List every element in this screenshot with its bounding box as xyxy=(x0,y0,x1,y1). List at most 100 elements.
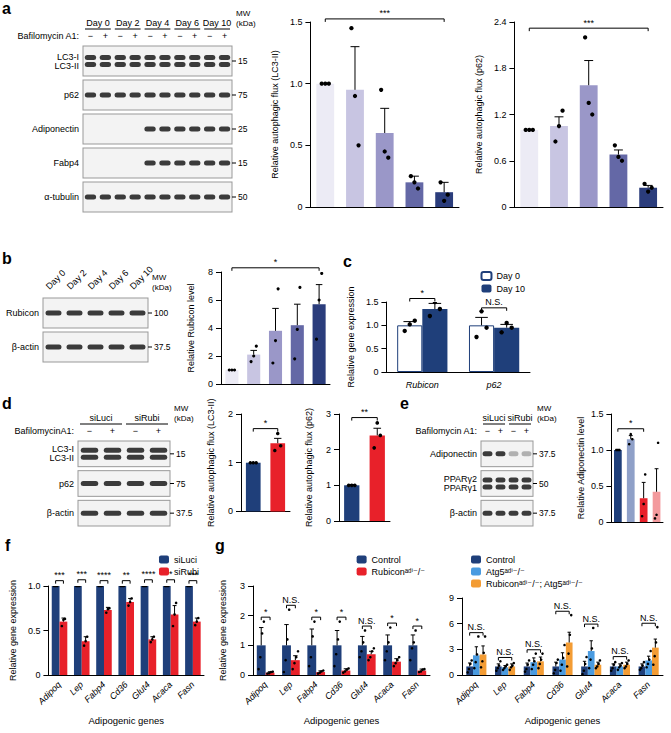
svg-text:15: 15 xyxy=(176,449,186,459)
svg-text:***: *** xyxy=(583,18,594,28)
svg-text:Cd36: Cd36 xyxy=(107,679,129,701)
svg-text:LC3-II: LC3-II xyxy=(54,61,79,71)
svg-text:MW: MW xyxy=(236,9,251,18)
svg-text:Rubicon: Rubicon xyxy=(406,380,439,390)
svg-text:2: 2 xyxy=(208,351,213,361)
svg-text:p62: p62 xyxy=(64,90,79,100)
svg-text:Day 10: Day 10 xyxy=(128,264,155,291)
svg-text:Relative gene expression: Relative gene expression xyxy=(218,580,228,681)
svg-text:Glut4: Glut4 xyxy=(130,679,152,701)
svg-text:Rubicon: Rubicon xyxy=(6,308,39,318)
svg-text:Adipogenic genes: Adipogenic genes xyxy=(304,715,380,726)
svg-text:p62: p62 xyxy=(486,380,502,390)
svg-text:2: 2 xyxy=(228,409,233,419)
svg-text:15: 15 xyxy=(238,158,248,168)
svg-text:50: 50 xyxy=(539,479,549,489)
svg-text:Adipogenic genes: Adipogenic genes xyxy=(525,715,601,726)
svg-text:siLuci: siLuci xyxy=(482,413,505,423)
svg-text:Day 2: Day 2 xyxy=(116,18,140,28)
svg-text:75: 75 xyxy=(176,479,186,489)
svg-text:2.4: 2.4 xyxy=(494,17,507,27)
svg-text:*: * xyxy=(264,607,268,617)
svg-text:Relative Rubicon level: Relative Rubicon level xyxy=(186,283,196,372)
svg-text:Acaca: Acaca xyxy=(149,679,174,704)
svg-text:Relative autophagic flux (LC3-: Relative autophagic flux (LC3-II) xyxy=(270,50,280,179)
svg-text:N.S.: N.S. xyxy=(640,613,658,623)
svg-text:***: *** xyxy=(188,570,199,580)
svg-text:0: 0 xyxy=(326,516,331,526)
svg-text:c: c xyxy=(343,253,352,270)
svg-text:Adiponectin: Adiponectin xyxy=(32,124,79,134)
svg-text:75: 75 xyxy=(238,90,248,100)
svg-text:PPARγ1: PPARγ1 xyxy=(444,483,477,493)
svg-text:−: − xyxy=(87,426,92,436)
svg-text:0.5: 0.5 xyxy=(290,140,303,150)
svg-text:Day 0: Day 0 xyxy=(86,18,110,28)
svg-text:Rubiconᵃᵈⁱ⁻/⁻; Atg5ᵃᵈⁱ⁻/⁻: Rubiconᵃᵈⁱ⁻/⁻; Atg5ᵃᵈⁱ⁻/⁻ xyxy=(486,579,583,589)
svg-text:15: 15 xyxy=(238,56,248,66)
svg-text:N.S.: N.S. xyxy=(496,647,514,657)
svg-text:Adipoq: Adipoq xyxy=(242,679,270,707)
svg-text:0: 0 xyxy=(598,517,603,527)
svg-text:1.0: 1.0 xyxy=(366,320,379,330)
svg-text:9: 9 xyxy=(449,593,454,603)
svg-text:−: − xyxy=(147,31,152,41)
svg-text:1.0: 1.0 xyxy=(290,79,303,89)
svg-text:MW: MW xyxy=(537,404,552,413)
svg-text:Fabp4: Fabp4 xyxy=(82,679,107,704)
svg-text:−: − xyxy=(511,426,516,436)
svg-text:+: + xyxy=(192,31,197,41)
svg-text:1.0: 1.0 xyxy=(591,445,604,455)
svg-text:N.S.: N.S. xyxy=(582,614,600,624)
svg-text:Relative autophagic flux (p62): Relative autophagic flux (p62) xyxy=(474,55,484,174)
svg-text:37.5: 37.5 xyxy=(539,449,556,459)
svg-text:*: * xyxy=(340,607,344,617)
svg-text:Fabp4: Fabp4 xyxy=(512,679,537,704)
svg-text:Adipoq: Adipoq xyxy=(452,679,480,707)
svg-text:0: 0 xyxy=(297,202,302,212)
svg-text:100: 100 xyxy=(154,308,168,318)
svg-text:Adiponectin: Adiponectin xyxy=(430,449,477,459)
svg-text:+: + xyxy=(524,426,529,436)
svg-text:Day 4: Day 4 xyxy=(146,18,170,28)
svg-text:Bafilomycin A1:: Bafilomycin A1: xyxy=(415,426,477,436)
svg-text:Fasn: Fasn xyxy=(631,679,652,700)
svg-text:Day 6: Day 6 xyxy=(176,18,200,28)
svg-text:Acaca: Acaca xyxy=(370,679,395,704)
svg-text:1: 1 xyxy=(228,458,233,468)
svg-text:a: a xyxy=(2,0,11,17)
svg-text:1.8: 1.8 xyxy=(494,63,507,73)
svg-text:0.6: 0.6 xyxy=(494,156,507,166)
svg-text:e: e xyxy=(400,395,409,412)
svg-text:Day 2: Day 2 xyxy=(65,268,89,292)
svg-text:Rubiconᵃᵈⁱ⁻/⁻: Rubiconᵃᵈⁱ⁻/⁻ xyxy=(372,567,426,577)
svg-text:Relative gene expression: Relative gene expression xyxy=(8,580,18,681)
svg-text:37.5: 37.5 xyxy=(539,508,556,518)
svg-text:0: 0 xyxy=(228,506,233,516)
svg-text:***: *** xyxy=(379,8,390,18)
svg-text:Relative autophagic flux (p62): Relative autophagic flux (p62) xyxy=(304,408,314,527)
svg-text:0.5: 0.5 xyxy=(591,481,604,491)
svg-text:Relative autophagic flux (LC3-: Relative autophagic flux (LC3-II) xyxy=(206,398,216,527)
svg-text:siLuci: siLuci xyxy=(89,413,112,423)
svg-text:+: + xyxy=(156,426,161,436)
svg-text:Day 6: Day 6 xyxy=(107,268,131,292)
svg-text:*: * xyxy=(629,418,633,428)
svg-text:3: 3 xyxy=(240,581,245,591)
svg-text:1.2: 1.2 xyxy=(494,110,507,120)
svg-text:*: * xyxy=(274,257,278,267)
svg-text:8: 8 xyxy=(208,267,213,277)
svg-text:Relative gene expression: Relative gene expression xyxy=(346,286,356,387)
svg-text:Control: Control xyxy=(486,555,515,565)
svg-text:α-tubulin: α-tubulin xyxy=(44,192,79,202)
svg-text:N.S.: N.S. xyxy=(554,601,572,611)
svg-text:3: 3 xyxy=(326,409,331,419)
svg-text:N.S.: N.S. xyxy=(282,595,300,605)
svg-text:Day 10: Day 10 xyxy=(203,18,232,28)
svg-text:1.5: 1.5 xyxy=(591,409,604,419)
svg-text:β-actin: β-actin xyxy=(450,508,477,518)
svg-text:g: g xyxy=(215,537,225,554)
svg-text:0: 0 xyxy=(35,670,40,680)
svg-text:+: + xyxy=(222,31,227,41)
svg-text:***: *** xyxy=(54,570,65,580)
